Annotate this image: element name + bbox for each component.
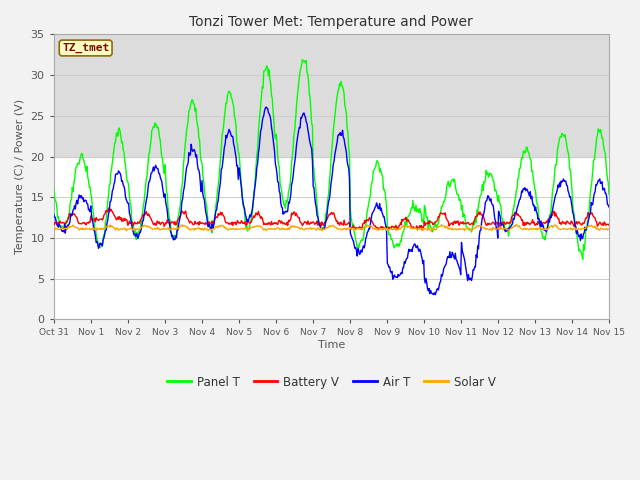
X-axis label: Time: Time <box>317 340 345 350</box>
Text: TZ_tmet: TZ_tmet <box>62 43 109 53</box>
Legend: Panel T, Battery V, Air T, Solar V: Panel T, Battery V, Air T, Solar V <box>163 371 500 393</box>
Title: Tonzi Tower Met: Temperature and Power: Tonzi Tower Met: Temperature and Power <box>189 15 473 29</box>
Bar <box>54 35 609 156</box>
Y-axis label: Temperature (C) / Power (V): Temperature (C) / Power (V) <box>15 99 25 254</box>
